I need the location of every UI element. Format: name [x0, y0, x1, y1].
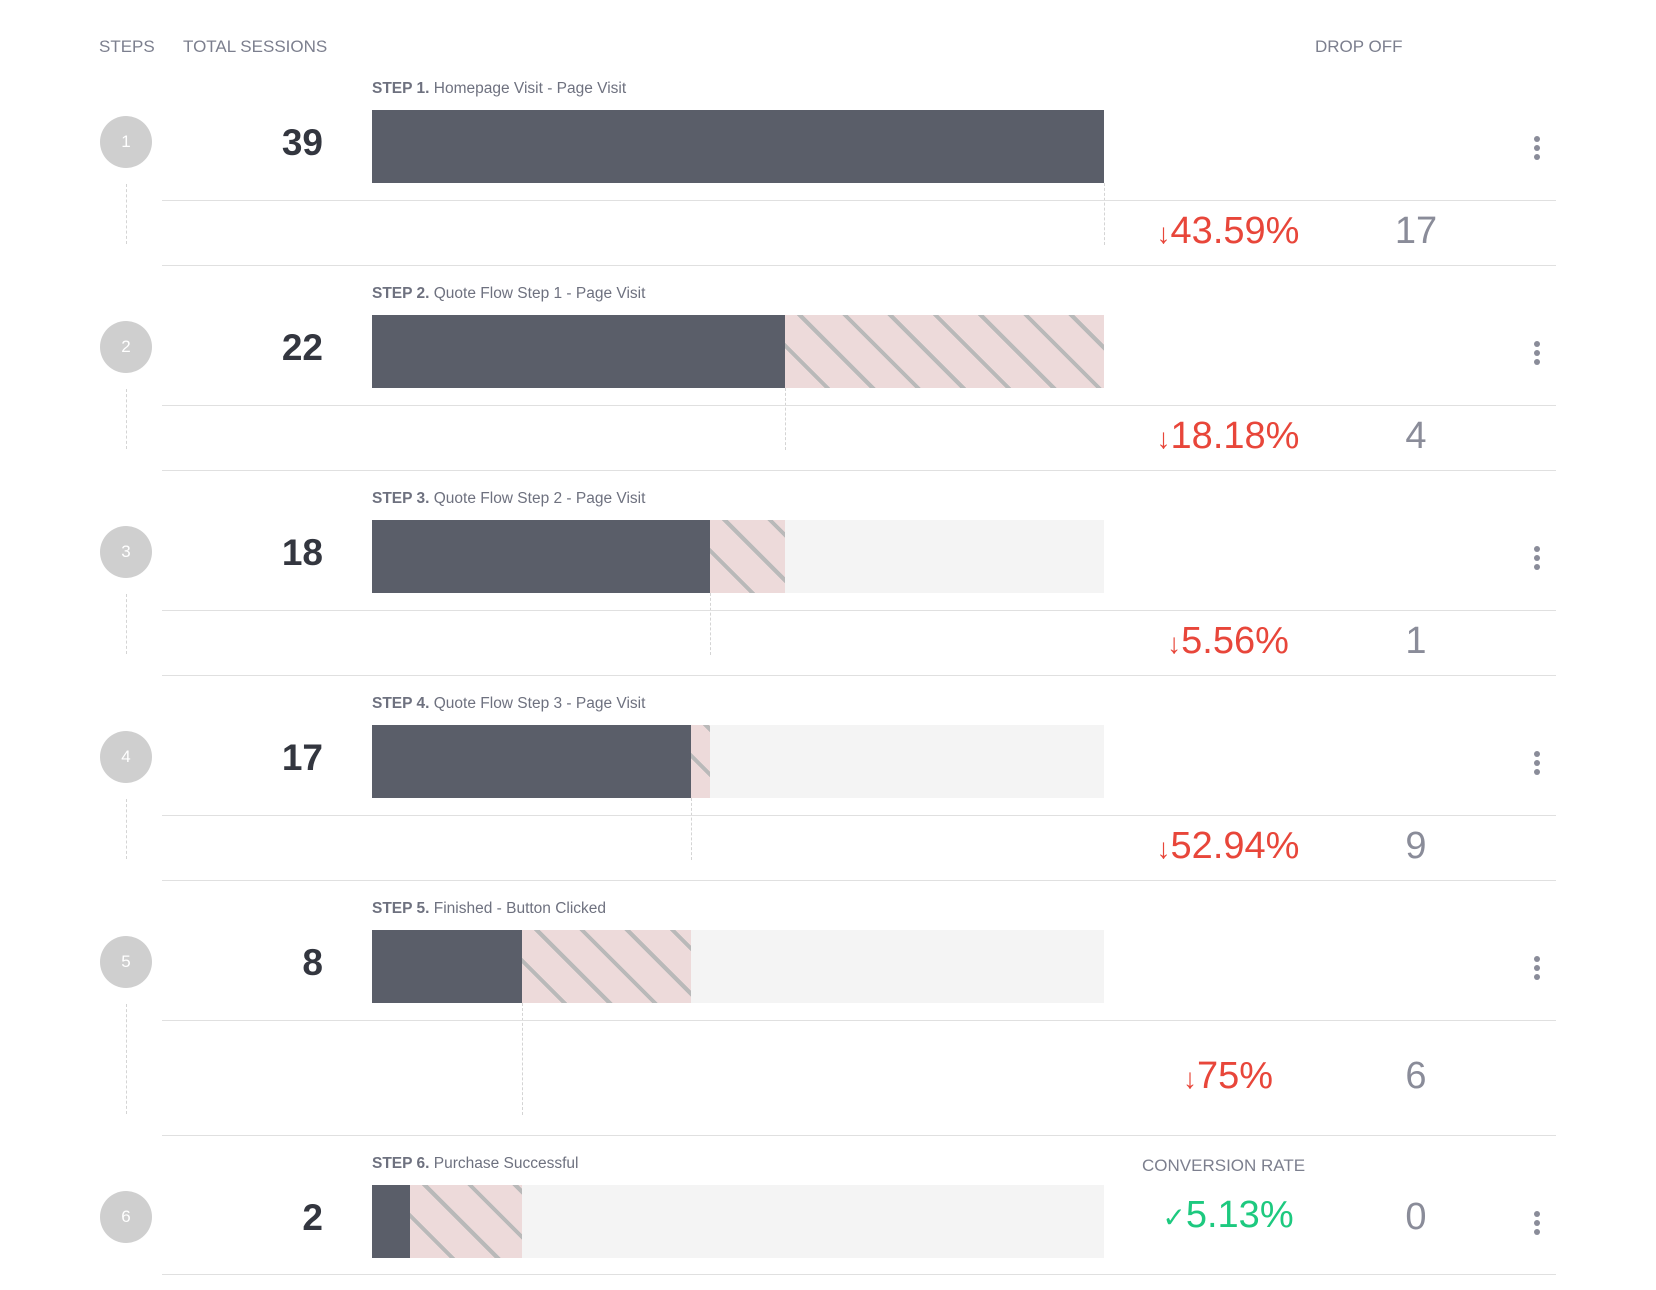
dropped-segment: [709, 520, 785, 593]
step-name: Purchase Successful: [433, 1155, 579, 1172]
conversion-rate-value: ✓5.13%: [1162, 1194, 1294, 1236]
step-number-badge: 3: [100, 526, 152, 578]
more-options-icon[interactable]: [1527, 748, 1547, 778]
drop-off-percentage: ↓43.59%: [1156, 210, 1300, 252]
step-connector: [126, 799, 127, 859]
drop-off-count: 4: [1405, 415, 1427, 457]
step-prefix: STEP 6.: [372, 1155, 430, 1172]
bar-end-marker: [784, 388, 786, 450]
dropped-segment: [784, 315, 1104, 388]
step-label: STEP 5. Finished - Button Clicked: [372, 900, 606, 918]
step-number-badge: 6: [100, 1191, 152, 1243]
step-label: STEP 1. Homepage Visit - Page Visit: [372, 80, 626, 98]
row-divider: [162, 405, 1556, 406]
drop-off-percentage: ↓18.18%: [1156, 415, 1300, 457]
step-label: STEP 6. Purchase Successful: [372, 1155, 579, 1173]
row-divider: [162, 1020, 1556, 1021]
drop-off-percentage: ↓52.94%: [1156, 825, 1300, 867]
row-divider: [162, 1135, 1556, 1136]
step-connector: [126, 1004, 127, 1114]
row-divider: [162, 200, 1556, 201]
drop-off-count: 17: [1394, 210, 1438, 252]
header-total-sessions: TOTAL SESSIONS: [183, 37, 328, 56]
row-divider: [162, 470, 1556, 471]
bar-end-marker: [522, 1003, 524, 1115]
arrow-down-icon: ↓: [1156, 423, 1171, 454]
drop-off-percentage: ↓75%: [1182, 1055, 1274, 1097]
step-label: STEP 3. Quote Flow Step 2 - Page Visit: [372, 490, 645, 508]
bar-end-marker: [1104, 183, 1105, 245]
step-bar[interactable]: [372, 1185, 1104, 1258]
more-options-icon[interactable]: [1527, 953, 1547, 983]
completed-segment: [372, 1185, 410, 1258]
step-prefix: STEP 5.: [372, 900, 430, 917]
completed-segment: [372, 725, 692, 798]
step-bar[interactable]: [372, 930, 1104, 1003]
step-name: Quote Flow Step 3 - Page Visit: [433, 695, 646, 712]
step-prefix: STEP 1.: [372, 80, 430, 97]
row-divider: [162, 1274, 1556, 1275]
drop-off-count: 1: [1405, 620, 1427, 662]
step-name: Finished - Button Clicked: [433, 900, 607, 917]
row-divider: [162, 675, 1556, 676]
bar-end-marker: [709, 593, 711, 655]
step-bar[interactable]: [372, 725, 1104, 798]
step-prefix: STEP 4.: [372, 695, 430, 712]
completed-segment: [372, 315, 785, 388]
step-name: Homepage Visit - Page Visit: [433, 80, 627, 97]
drop-off-count: 0: [1405, 1196, 1427, 1238]
more-options-icon[interactable]: [1527, 338, 1547, 368]
step-label: STEP 4. Quote Flow Step 3 - Page Visit: [372, 695, 645, 713]
step-name: Quote Flow Step 2 - Page Visit: [433, 490, 646, 507]
drop-off-percentage: ↓5.56%: [1167, 620, 1289, 662]
header-drop-off: DROP OFF: [1315, 37, 1403, 56]
step-number-badge: 5: [100, 936, 152, 988]
step-bar[interactable]: [372, 520, 1104, 593]
drop-off-count: 6: [1405, 1055, 1427, 1097]
step-number-badge: 2: [100, 321, 152, 373]
step-prefix: STEP 3.: [372, 490, 430, 507]
step-bar[interactable]: [372, 315, 1104, 388]
row-divider: [162, 880, 1556, 881]
dropped-segment: [522, 930, 692, 1003]
bar-end-marker: [691, 798, 693, 860]
step-connector: [126, 184, 127, 244]
arrow-down-icon: ↓: [1156, 833, 1171, 864]
dropped-segment: [409, 1185, 523, 1258]
arrow-down-icon: ↓: [1182, 1063, 1197, 1094]
step-bar[interactable]: [372, 110, 1104, 183]
step-prefix: STEP 2.: [372, 285, 430, 302]
drop-off-count: 9: [1405, 825, 1427, 867]
conversion-rate-label: CONVERSION RATE: [1142, 1156, 1306, 1175]
dropped-segment: [691, 725, 710, 798]
arrow-down-icon: ↓: [1156, 218, 1171, 249]
step-number-badge: 4: [100, 731, 152, 783]
total-sessions-value: 8: [302, 942, 323, 983]
step-connector: [126, 389, 127, 449]
total-sessions-value: 18: [281, 532, 323, 573]
completed-segment: [372, 110, 1104, 183]
header-steps: STEPS: [99, 37, 155, 56]
total-sessions-value: 17: [281, 737, 323, 778]
step-number-badge: 1: [100, 116, 152, 168]
row-divider: [162, 265, 1556, 266]
more-options-icon[interactable]: [1527, 543, 1547, 573]
step-name: Quote Flow Step 1 - Page Visit: [433, 285, 646, 302]
total-sessions-value: 22: [281, 327, 323, 368]
step-connector: [126, 594, 127, 654]
arrow-down-icon: ↓: [1167, 628, 1182, 659]
completed-segment: [372, 520, 710, 593]
check-icon: ✓: [1162, 1202, 1186, 1233]
row-divider: [162, 815, 1556, 816]
step-label: STEP 2. Quote Flow Step 1 - Page Visit: [372, 285, 645, 303]
completed-segment: [372, 930, 523, 1003]
total-sessions-value: 39: [281, 122, 323, 163]
more-options-icon[interactable]: [1527, 1208, 1547, 1238]
row-divider: [162, 610, 1556, 611]
total-sessions-value: 2: [302, 1197, 323, 1238]
more-options-icon[interactable]: [1527, 133, 1547, 163]
